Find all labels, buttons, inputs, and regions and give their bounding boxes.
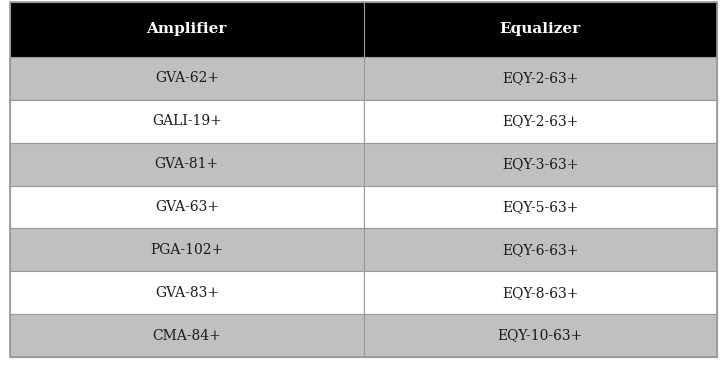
Text: EQY-2-63+: EQY-2-63+ bbox=[502, 114, 579, 128]
Text: GVA-63+: GVA-63+ bbox=[155, 200, 219, 214]
Text: EQY-10-63+: EQY-10-63+ bbox=[497, 328, 583, 342]
Text: EQY-6-63+: EQY-6-63+ bbox=[502, 243, 579, 257]
Text: Amplifier: Amplifier bbox=[147, 22, 227, 36]
Text: GALI-19+: GALI-19+ bbox=[152, 114, 222, 128]
Text: EQY-5-63+: EQY-5-63+ bbox=[502, 200, 579, 214]
Text: EQY-3-63+: EQY-3-63+ bbox=[502, 157, 579, 171]
Text: PGA-102+: PGA-102+ bbox=[150, 243, 223, 257]
Text: CMA-84+: CMA-84+ bbox=[153, 328, 221, 342]
Text: GVA-62+: GVA-62+ bbox=[155, 72, 219, 86]
Text: EQY-2-63+: EQY-2-63+ bbox=[502, 72, 579, 86]
Text: GVA-81+: GVA-81+ bbox=[155, 157, 219, 171]
Text: GVA-83+: GVA-83+ bbox=[155, 286, 219, 300]
Text: EQY-8-63+: EQY-8-63+ bbox=[502, 286, 579, 300]
Text: Equalizer: Equalizer bbox=[499, 22, 581, 36]
